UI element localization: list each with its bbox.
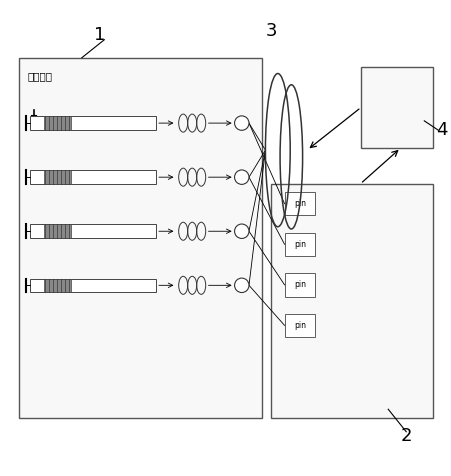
Bar	[284, 273, 314, 297]
Bar	[43, 116, 70, 130]
Circle shape	[234, 116, 249, 130]
Bar	[30, 225, 156, 238]
Circle shape	[234, 224, 249, 238]
Text: 3: 3	[265, 22, 276, 40]
Bar	[18, 58, 262, 418]
Text: 1: 1	[94, 26, 105, 44]
Bar	[43, 278, 70, 292]
Bar	[30, 278, 156, 292]
Bar	[43, 225, 70, 238]
Circle shape	[234, 278, 249, 293]
Bar	[284, 314, 314, 337]
Text: 4: 4	[436, 121, 447, 139]
Bar	[30, 116, 156, 130]
Bar	[360, 67, 433, 148]
Text: pin: pin	[293, 199, 305, 208]
Circle shape	[234, 170, 249, 184]
Text: 2: 2	[400, 427, 411, 445]
Text: pin: pin	[293, 240, 305, 249]
Bar	[284, 192, 314, 216]
Text: pin: pin	[293, 280, 305, 289]
Text: pin: pin	[293, 321, 305, 330]
Bar	[43, 170, 70, 184]
Bar	[271, 184, 433, 418]
Bar	[284, 233, 314, 256]
Bar	[30, 170, 156, 184]
Text: 温度信号: 温度信号	[28, 71, 53, 81]
